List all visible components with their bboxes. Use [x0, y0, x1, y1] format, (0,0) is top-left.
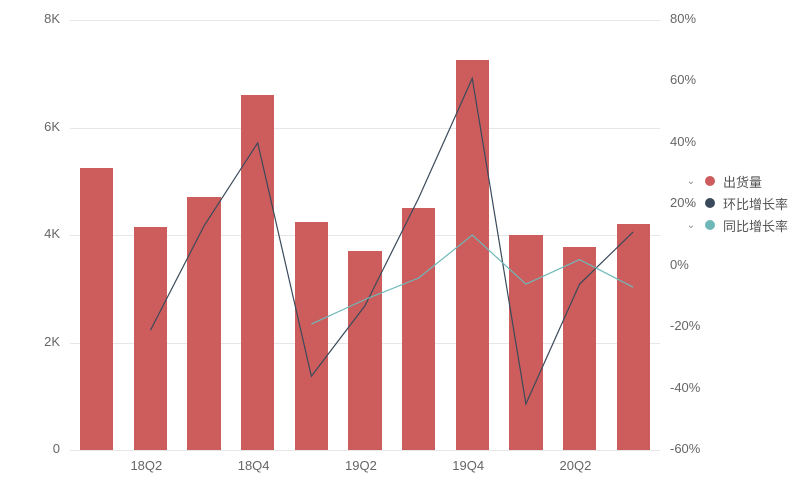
line-layer: [70, 20, 660, 450]
x-tick-label: 19Q2: [345, 458, 377, 473]
y-right-tick-label: -20%: [670, 318, 700, 333]
legend-item[interactable]: ⌄环比增长率: [685, 192, 788, 214]
y-left-tick-label: 0: [53, 441, 60, 456]
legend-marker: [705, 176, 715, 186]
legend-label: 出货量: [723, 172, 762, 191]
y-left-tick-label: 4K: [44, 226, 60, 241]
legend-marker: [705, 220, 715, 230]
x-tick-label: 19Q4: [452, 458, 484, 473]
plot-area: [70, 20, 660, 450]
legend-label: 同比增长率: [723, 216, 788, 235]
legend-label: 环比增长率: [723, 194, 788, 213]
legend-item[interactable]: ⌄ 同比增长率: [685, 214, 788, 236]
x-tick-label: 20Q2: [560, 458, 592, 473]
x-tick-label: 18Q4: [238, 458, 270, 473]
combo-chart: ⌄ 出货量⌄环比增长率 ⌄ 同比增长率 0 2K 4K 6K 8K -60% -40% -20% 0%…: [0, 0, 806, 500]
y-right-tick-label: 80%: [670, 11, 696, 26]
y-left-tick-label: 6K: [44, 119, 60, 134]
y-right-tick-label: 40%: [670, 134, 696, 149]
y-left-tick-label: 8K: [44, 11, 60, 26]
legend: ⌄ 出货量⌄环比增长率 ⌄ 同比增长率: [685, 170, 788, 236]
legend-item[interactable]: ⌄ 出货量: [685, 170, 788, 192]
y-right-tick-label: 20%: [670, 195, 696, 210]
series-line: [150, 78, 633, 404]
y-right-tick-label: 60%: [670, 72, 696, 87]
chevron-down-icon[interactable]: ⌄: [685, 220, 697, 231]
y-left-tick-label: 2K: [44, 334, 60, 349]
legend-marker: [705, 198, 715, 208]
y-right-tick-label: 0%: [670, 257, 689, 272]
chevron-down-icon[interactable]: ⌄: [685, 176, 697, 187]
x-tick-label: 18Q2: [130, 458, 162, 473]
gridline: [70, 450, 660, 451]
y-right-tick-label: -40%: [670, 380, 700, 395]
y-right-tick-label: -60%: [670, 441, 700, 456]
